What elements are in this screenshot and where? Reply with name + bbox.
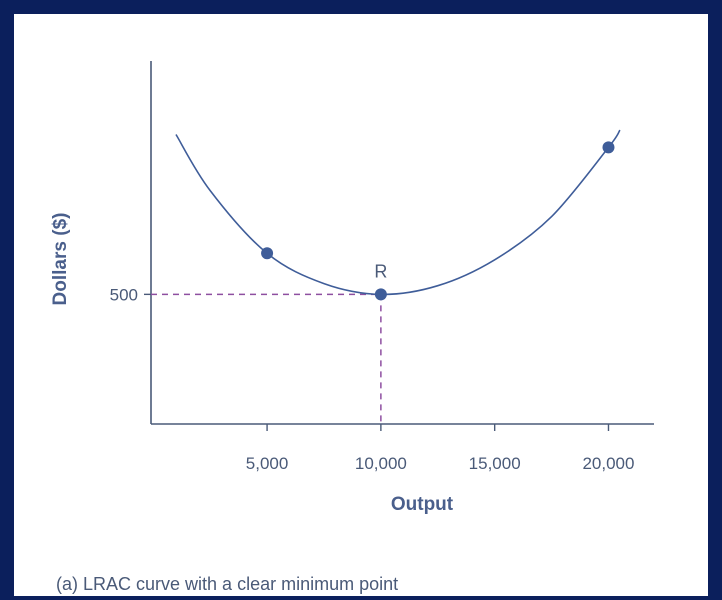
y-axis-title: Dollars ($) — [50, 213, 71, 306]
lrac-chart: R 5,000 10,000 15,000 20,000 500 Output Doll… — [50, 61, 654, 515]
chart-caption: (a) LRAC curve with a clear minimum poin… — [56, 574, 398, 595]
curve-layer — [175, 129, 621, 296]
lrac-curve — [175, 129, 621, 296]
axes — [144, 61, 654, 431]
reference-lines — [151, 293, 382, 424]
point-label-r: R — [374, 261, 387, 281]
y-tick-label: 500 — [110, 285, 138, 304]
chart-frame: R 5,000 10,000 15,000 20,000 500 Output Doll… — [14, 14, 708, 596]
points-layer: R — [261, 141, 615, 301]
x-tick-label: 5,000 — [246, 454, 289, 473]
x-axis-title: Output — [391, 494, 454, 515]
caption-prefix: (a) — [56, 574, 78, 594]
tick-labels: 5,000 10,000 15,000 20,000 500 — [110, 285, 635, 473]
data-point — [602, 141, 615, 154]
x-tick-label: 20,000 — [582, 454, 634, 473]
x-tick-label: 10,000 — [355, 454, 407, 473]
data-point — [374, 288, 387, 301]
x-tick-label: 15,000 — [469, 454, 521, 473]
caption-text: LRAC curve with a clear minimum point — [83, 574, 399, 594]
data-point — [261, 247, 274, 260]
